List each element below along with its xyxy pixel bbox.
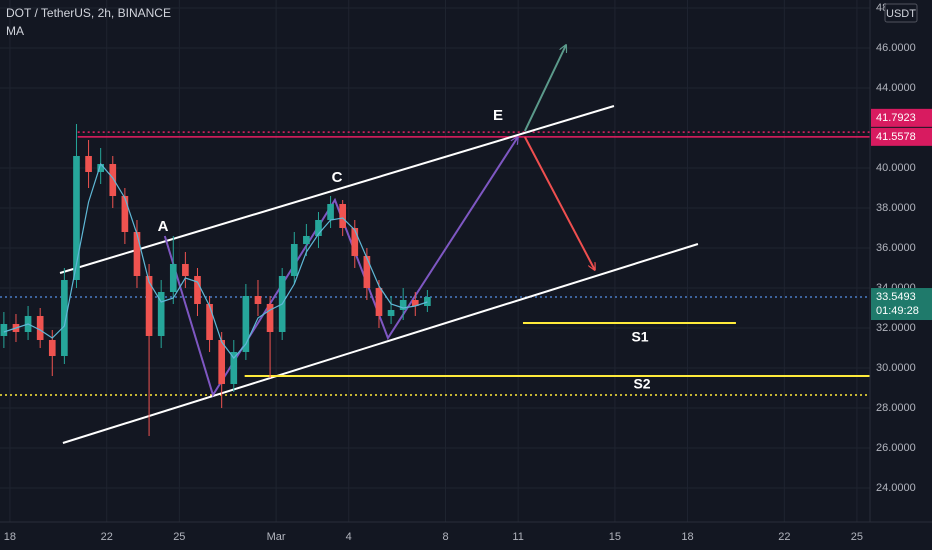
annotation-label: S2 — [633, 376, 650, 392]
candle-body — [218, 340, 226, 384]
x-tick-label: 22 — [778, 531, 790, 543]
candle-body — [303, 236, 310, 244]
annotation-label: C — [332, 169, 343, 186]
wave-path — [524, 136, 595, 270]
countdown-label: 01:49:28 — [876, 305, 919, 317]
candle-body — [254, 296, 262, 304]
candle-body — [375, 288, 383, 316]
indicator-label: MA — [6, 24, 24, 38]
y-tick-label: 46.0000 — [876, 42, 916, 54]
candle-body — [133, 232, 141, 276]
candle-body — [0, 324, 8, 336]
x-tick-label: 22 — [101, 531, 113, 543]
wave-path — [163, 137, 518, 398]
x-tick-label: 11 — [512, 531, 523, 543]
x-tick-label: 18 — [681, 531, 693, 543]
chart-title: DOT / TetherUS, 2h, BINANCE — [6, 6, 171, 20]
annotation-label: A — [158, 218, 169, 235]
candle-body — [339, 204, 347, 228]
price-marker-label: 41.7923 — [876, 112, 916, 124]
candle-body — [169, 264, 177, 292]
x-tick-label: 18 — [4, 531, 16, 543]
price-marker-label: 33.5493 — [876, 291, 916, 303]
annotations: A C E S1 S2 — [158, 107, 651, 392]
candle-body — [109, 164, 117, 196]
price-marker-box — [871, 108, 932, 127]
x-tick-label: 8 — [442, 531, 448, 543]
candle-body — [399, 300, 407, 310]
candle-body — [157, 292, 165, 336]
x-tick-label: 25 — [173, 531, 185, 543]
grid — [0, 0, 870, 522]
price-axis-panel — [870, 0, 932, 550]
x-tick-label: 25 — [851, 531, 863, 543]
price-marker-box — [871, 127, 932, 146]
candle-body — [206, 304, 213, 340]
x-tick-label: 4 — [346, 531, 352, 543]
y-tick-label: 44.0000 — [876, 82, 916, 94]
candle-body — [363, 256, 371, 288]
candle-body — [351, 228, 359, 256]
price-marker-box — [871, 288, 932, 321]
candle-body — [121, 196, 129, 232]
y-tick-label: 32.0000 — [876, 322, 916, 334]
candle-body — [97, 164, 105, 172]
y-tick-label: 26.0000 — [876, 442, 916, 454]
plot-area — [0, 45, 870, 444]
candle-body — [315, 220, 322, 236]
currency-label[interactable]: USDT — [886, 8, 916, 20]
moving-average — [3, 162, 428, 359]
y-tick-label: 30.0000 — [876, 362, 916, 374]
candle-body — [424, 297, 431, 306]
annotation-label: E — [493, 107, 503, 124]
currency-box[interactable] — [884, 3, 918, 23]
candle-body — [85, 156, 92, 172]
candle-body — [194, 276, 201, 304]
candle-body — [387, 310, 395, 316]
candle-body — [411, 300, 419, 306]
candle-body — [48, 340, 56, 356]
candle-body — [290, 244, 298, 276]
time-axis-panel — [0, 522, 932, 550]
y-tick-label: 28.0000 — [876, 402, 916, 414]
axes: 24.000026.000028.000030.000032.000034.00… — [4, 2, 932, 543]
x-tick-label: Mar — [267, 531, 286, 543]
price-marker-label: 41.5578 — [876, 131, 916, 143]
y-tick-label: 24.0000 — [876, 482, 916, 494]
candle-body — [266, 304, 274, 332]
y-tick-label: 38.0000 — [876, 202, 916, 214]
candle-body — [145, 276, 153, 336]
candle-body — [230, 352, 238, 384]
annotation-label: S1 — [631, 329, 648, 345]
candle-body — [242, 296, 250, 352]
candle-body — [182, 264, 189, 276]
candle-body — [73, 156, 80, 280]
y-tick-label: 40.0000 — [876, 162, 916, 174]
candle-body — [36, 316, 44, 340]
candle-body — [327, 204, 334, 220]
y-tick-label: 36.0000 — [876, 242, 916, 254]
trend-line — [59, 105, 615, 274]
candle-body — [61, 280, 68, 356]
trend-line — [62, 243, 699, 444]
wave-path — [524, 45, 566, 132]
x-tick-label: 15 — [609, 531, 621, 543]
